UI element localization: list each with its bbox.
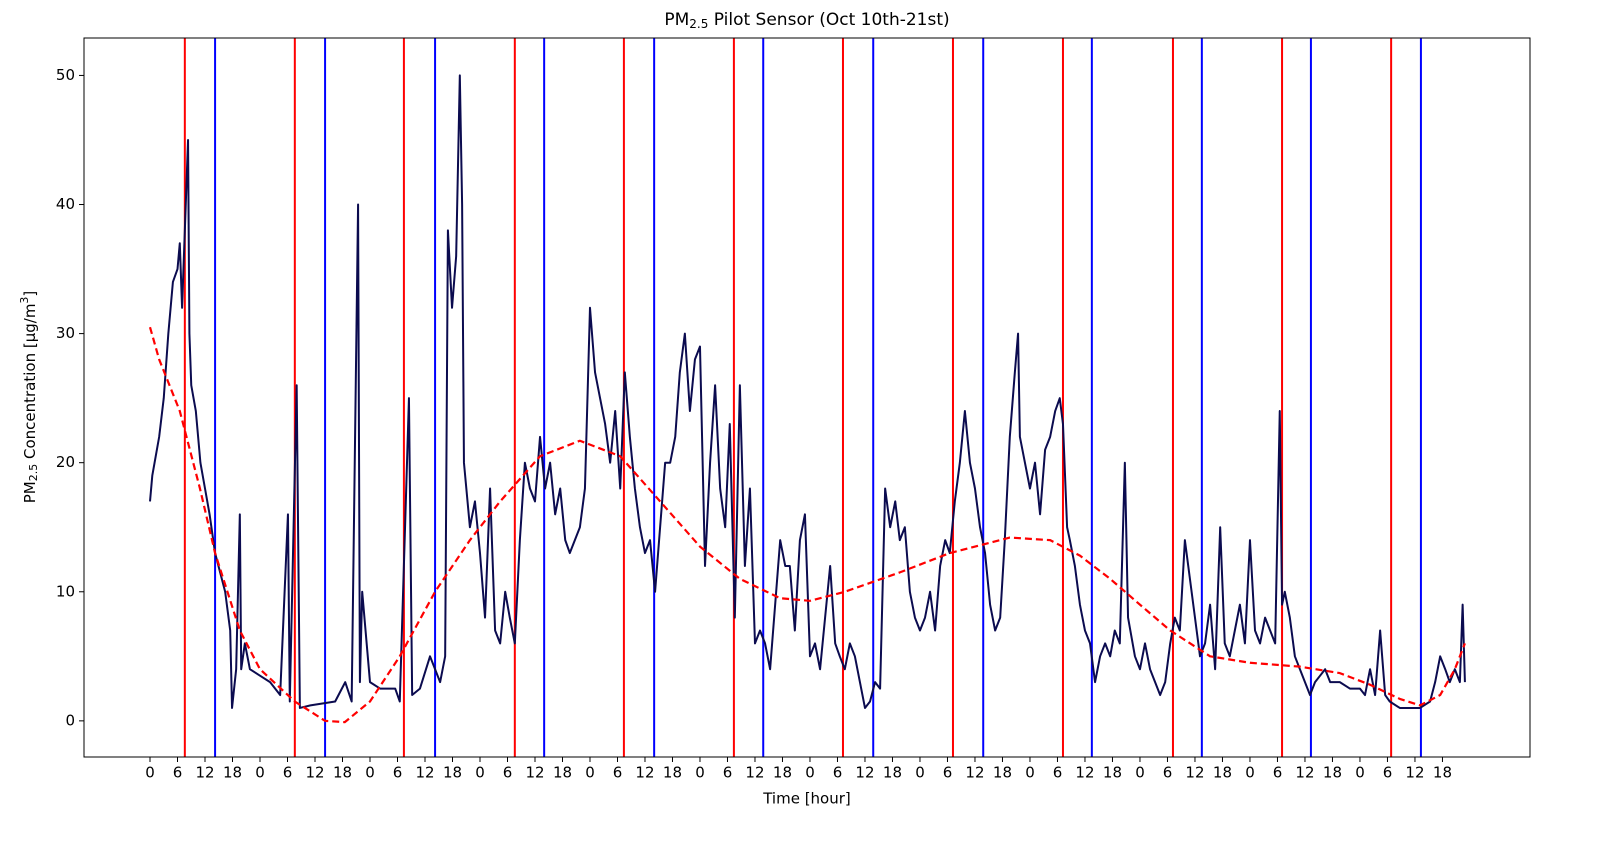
x-tick-label: 12	[1295, 764, 1314, 782]
x-tick-label: 0	[695, 764, 705, 782]
x-tick-label: 12	[855, 764, 874, 782]
x-tick-label: 12	[1405, 764, 1424, 782]
x-tick-label: 18	[1103, 764, 1122, 782]
data-line	[149, 74, 1466, 709]
y-tick-label: 50	[56, 66, 75, 84]
x-tick-label: 0	[915, 764, 925, 782]
x-tick-label: 6	[833, 764, 843, 782]
y-tick-label: 0	[65, 711, 75, 729]
y-label-subscript: 2.5	[27, 464, 40, 482]
x-tick-label: 18	[993, 764, 1012, 782]
fit-line	[148, 326, 1466, 724]
x-tick-label: 0	[1025, 764, 1035, 782]
x-tick-label: 12	[1075, 764, 1094, 782]
x-tick-label: 12	[525, 764, 544, 782]
x-tick-label: 18	[333, 764, 352, 782]
x-tick-label: 18	[553, 764, 572, 782]
x-tick-label: 0	[365, 764, 375, 782]
x-tick-label: 0	[1135, 764, 1145, 782]
x-tick-label: 6	[1053, 764, 1063, 782]
x-tick-label: 0	[805, 764, 815, 782]
x-tick-label: 6	[1273, 764, 1283, 782]
title-part: Pilot Sensor (Oct 10th-21st)	[708, 10, 949, 30]
y-label-superscript: 3	[18, 297, 31, 304]
x-tick-label: 0	[145, 764, 155, 782]
title-part: PM	[664, 10, 689, 30]
x-tick-label: 0	[585, 764, 595, 782]
y-label-part: PM	[21, 481, 39, 503]
y-axis-label: PM2.5 Concentration [μg/m3]	[18, 291, 40, 504]
x-tick-label: 6	[613, 764, 623, 782]
x-tick-label: 0	[255, 764, 265, 782]
x-tick-label: 18	[443, 764, 462, 782]
x-axis-label: Time [hour]	[762, 790, 851, 808]
x-tick-label: 6	[393, 764, 403, 782]
x-tick-label: 12	[305, 764, 324, 782]
x-tick-label: 18	[1213, 764, 1232, 782]
x-tick-label: 18	[663, 764, 682, 782]
x-tick-label: 18	[773, 764, 792, 782]
plot-frame	[83, 37, 1531, 758]
y-label-part: Concentration [μg/m	[21, 304, 39, 464]
y-label-part: ]	[21, 291, 39, 297]
x-tick-label: 12	[635, 764, 654, 782]
y-tick-label: 10	[56, 582, 75, 600]
x-tick-label: 6	[1163, 764, 1173, 782]
x-tick-label: 0	[475, 764, 485, 782]
title-subscript: 2.5	[689, 17, 708, 31]
x-tick-label: 18	[223, 764, 242, 782]
y-tick-label: 30	[56, 324, 75, 342]
x-tick-label: 12	[965, 764, 984, 782]
x-tick-label: 12	[195, 764, 214, 782]
x-tick-label: 18	[1323, 764, 1342, 782]
x-tick-label: 12	[745, 764, 764, 782]
x-tick-label: 18	[883, 764, 902, 782]
chart-title: PM2.5 Pilot Sensor (Oct 10th-21st)	[664, 10, 949, 31]
x-tick-label: 6	[173, 764, 183, 782]
x-tick-label: 6	[503, 764, 513, 782]
x-tick-label: 6	[1383, 764, 1393, 782]
x-tick-label: 0	[1245, 764, 1255, 782]
x-tick-label: 6	[283, 764, 293, 782]
y-tick-label: 40	[56, 195, 75, 213]
x-tick-label: 0	[1355, 764, 1365, 782]
x-tick-label: 18	[1433, 764, 1452, 782]
x-tick-label: 6	[943, 764, 953, 782]
y-tick-label: 20	[56, 453, 75, 471]
x-tick-label: 12	[415, 764, 434, 782]
x-tick-label: 6	[723, 764, 733, 782]
x-tick-label: 12	[1185, 764, 1204, 782]
